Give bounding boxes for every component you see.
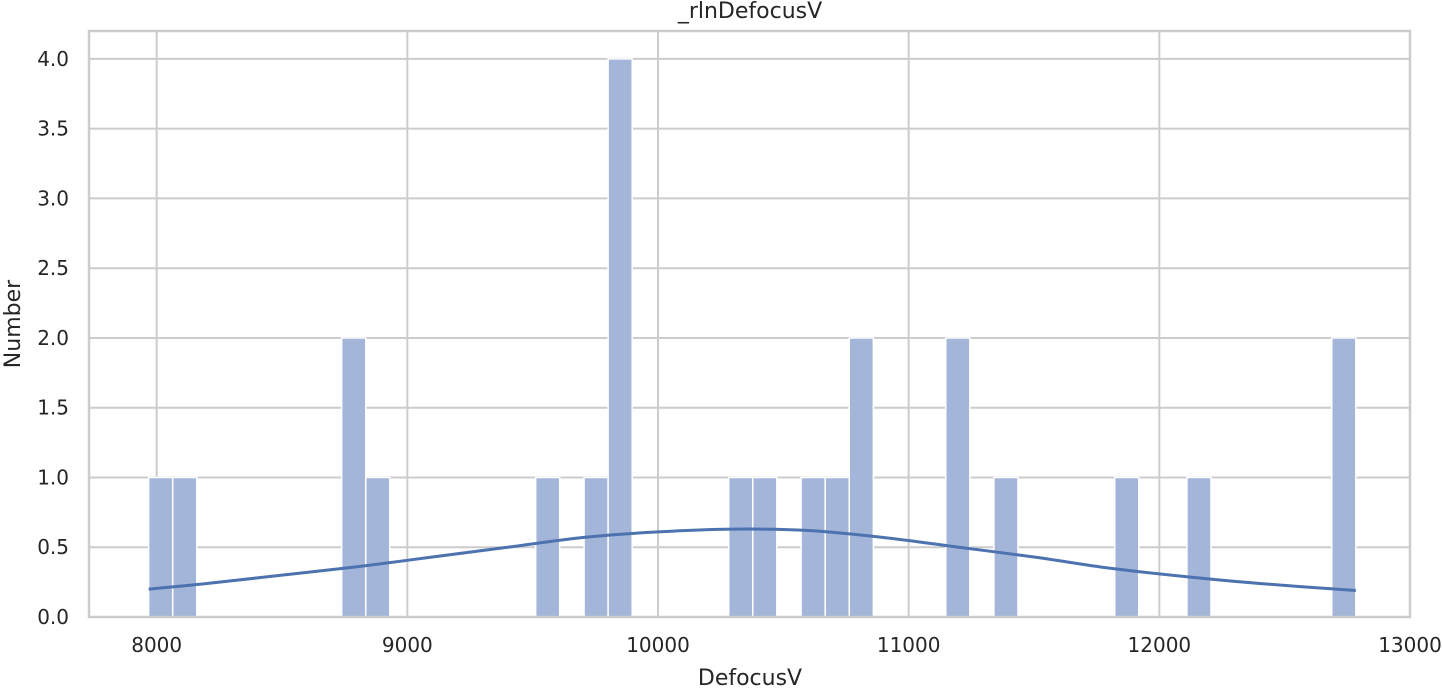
kde-curve [148,527,1356,592]
y-tick-label: 1.0 [37,465,69,489]
y-tick-label: 3.5 [37,117,69,141]
x-tick-label: 12000 [1128,633,1192,657]
histogram-bar [583,476,609,618]
histogram-bar [1331,337,1357,618]
histogram-bar [824,476,851,618]
histogram-bar [848,337,875,618]
histogram-bar [340,337,367,618]
x-tick-label: 10000 [626,633,690,657]
grid-lines [89,31,1411,618]
histogram-bar [171,476,198,618]
x-axis-label: DefocusV [698,666,802,691]
histogram-bar [800,476,826,618]
histogram-bar [727,476,754,618]
x-tick-label: 9000 [382,633,433,657]
x-tick-label: 13000 [1378,633,1442,657]
histogram-bar [993,476,1019,618]
histogram-bar [752,476,778,618]
histogram-bars [147,58,1357,618]
chart-title: _rlnDefocusV [677,0,822,24]
y-tick-label: 2.0 [37,326,69,350]
histogram-bar [945,337,971,618]
x-tick-label: 8000 [131,633,182,657]
histogram-bar [364,476,391,618]
histogram-bar [534,476,561,618]
histogram-bar [1113,476,1140,618]
y-tick-label: 0.5 [37,535,69,559]
histogram-bar [147,476,174,618]
y-axis-label: Number [1,279,26,368]
y-tick-label: 1.5 [37,396,69,420]
x-tick-label: 11000 [877,633,941,657]
histogram-bar [1186,476,1212,618]
x-axis-ticks: 8000 9000 10000 11000 12000 13000 [131,633,1442,657]
y-axis-ticks: 0.0 0.5 1.0 1.5 2.0 2.5 3.0 3.5 4.0 [37,47,69,629]
y-tick-label: 0.0 [37,605,69,629]
plot-frame [87,29,1412,619]
y-tick-label: 4.0 [37,47,69,71]
y-tick-label: 3.0 [37,186,69,210]
y-tick-label: 2.5 [37,256,69,280]
